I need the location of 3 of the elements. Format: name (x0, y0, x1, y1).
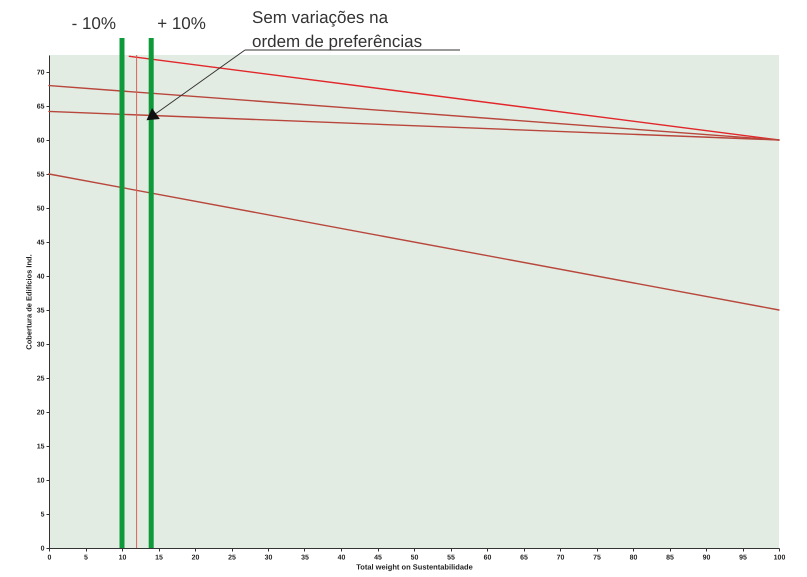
text: - 10% (72, 14, 116, 33)
text: + 10% (157, 14, 206, 33)
annotation: Sem variações na ordem de preferências (252, 8, 422, 51)
